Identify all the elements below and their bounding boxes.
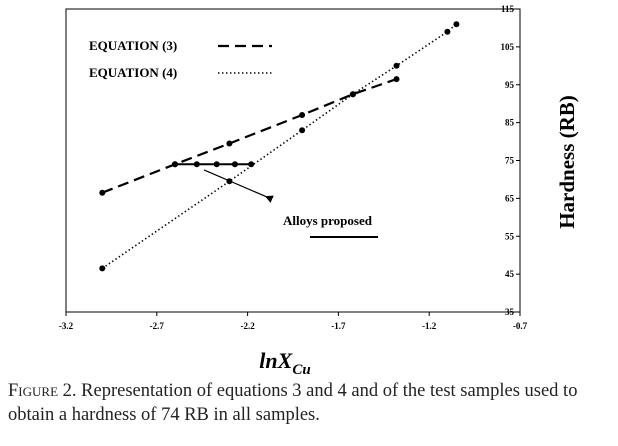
x-axis-label-subscript: Cu <box>292 362 310 378</box>
x-tick-label: -2.2 <box>240 321 255 331</box>
x-axis: -3.2 -2.7 -2.2 -1.7 -1.2 -0.7 <box>59 312 528 331</box>
data-point <box>299 112 306 118</box>
series-line <box>101 23 457 270</box>
series-3 <box>172 161 255 168</box>
figure-caption: Figure 2. Representation of equations 3 … <box>8 379 613 427</box>
data-point <box>213 161 220 168</box>
x-tick-label: -3.2 <box>59 321 74 331</box>
y-tick-label: 115 <box>501 4 515 14</box>
x-tick-label: -1.2 <box>422 321 437 331</box>
y-axis: 35 45 55 65 75 85 95 105 115 <box>501 4 520 317</box>
x-axis-label: lnXCu <box>259 348 310 378</box>
y-axis-label: Hardness (RB) <box>555 95 579 229</box>
x-tick-label: -1.7 <box>331 321 346 331</box>
data-point <box>193 161 200 168</box>
y-tick-label: 65 <box>505 193 515 203</box>
legend-label: EQUATION (4) <box>89 65 177 80</box>
data-point <box>99 265 106 272</box>
data-point <box>172 161 178 168</box>
data-point <box>299 127 306 134</box>
x-tick-label: -0.7 <box>513 321 528 331</box>
legend-label: EQUATION (3) <box>89 38 177 53</box>
y-tick-label: 35 <box>505 307 515 317</box>
data-point <box>349 91 356 98</box>
y-tick-label: 105 <box>501 42 515 52</box>
data-point <box>453 21 460 28</box>
y-tick-label: 45 <box>505 269 515 279</box>
x-axis-label-main: lnX <box>259 348 293 373</box>
data-point <box>393 62 400 69</box>
data-point <box>99 189 106 196</box>
chart: -3.2 -2.7 -2.2 -1.7 -1.2 -0.7 35 45 55 65 75 85 95 1… <box>59 4 579 378</box>
y-tick-label: 95 <box>505 80 515 90</box>
data-point <box>393 76 400 83</box>
legend: EQUATION (3) EQUATION (4) <box>89 38 272 80</box>
data-point <box>444 28 451 35</box>
data-point <box>226 140 233 147</box>
data-point <box>231 161 238 168</box>
series-layer <box>99 21 460 272</box>
x-tick-label: -2.7 <box>150 321 165 331</box>
data-point <box>248 161 255 168</box>
series-2 <box>99 21 460 272</box>
annotation: Alloys proposed <box>203 169 378 238</box>
y-tick-label: 75 <box>505 156 515 166</box>
series-line <box>101 78 397 194</box>
figure-label: Figure 2 <box>8 381 72 401</box>
annotation-label: Alloys proposed <box>283 213 373 228</box>
y-tick-label: 55 <box>505 231 515 241</box>
y-tick-label: 85 <box>505 118 515 128</box>
annotation-arrow <box>203 169 274 203</box>
plot-frame <box>65 8 521 313</box>
caption-text: . Representation of equations 3 and 4 an… <box>8 381 578 425</box>
